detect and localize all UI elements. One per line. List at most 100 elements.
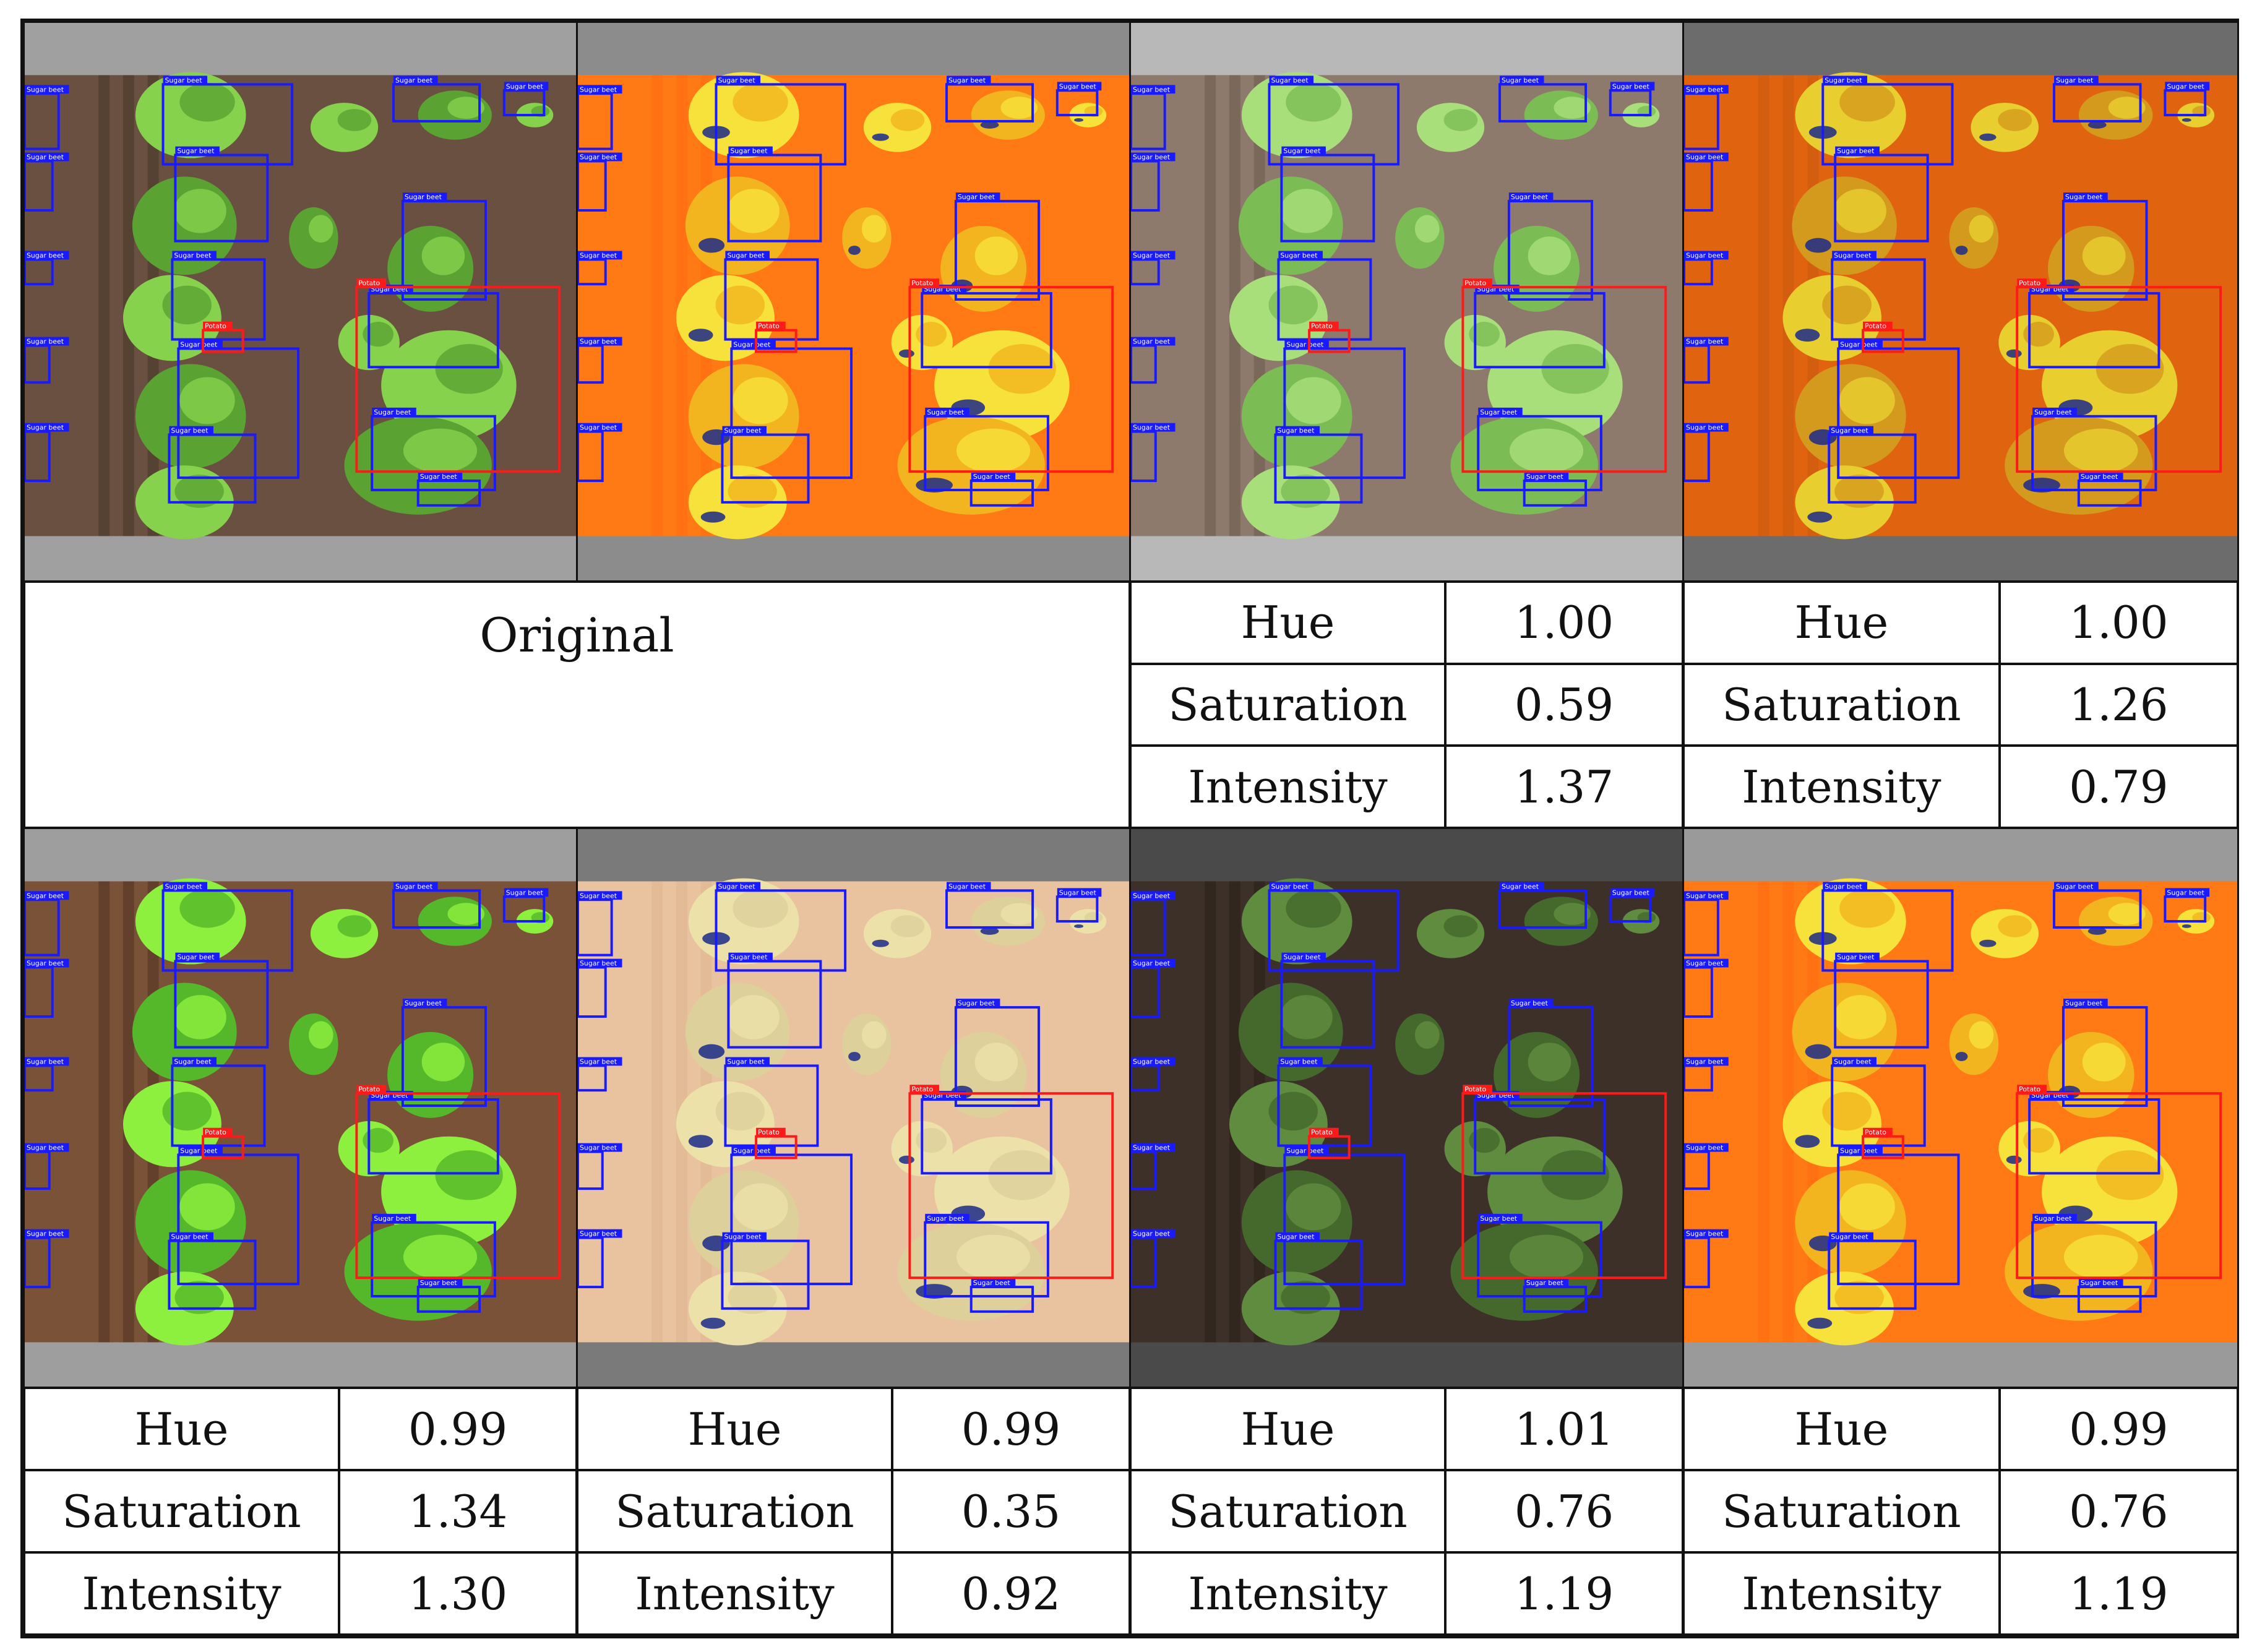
sugar-beet-label: Sugar beet	[1831, 1233, 1868, 1241]
potato-label: Potato	[1464, 1085, 1486, 1093]
sugar-beet-tag	[1269, 75, 1314, 85]
sugar-beet-box	[177, 1153, 300, 1286]
sugar-beet-box	[1280, 960, 1375, 1049]
plant-leaf	[179, 1183, 235, 1231]
sugar-beet-label: Sugar beet	[165, 882, 202, 890]
sugar-beet-label: Sugar beet	[580, 85, 617, 93]
sugar-beet-tag	[1281, 952, 1326, 962]
sugar-beet-box	[1268, 83, 1400, 166]
sugar-beet-tag	[1478, 1213, 1523, 1223]
sugar-beet-tag	[578, 1229, 622, 1238]
sugar-beet-tag	[25, 251, 69, 260]
sugar-beet-tag	[175, 952, 220, 962]
sugar-beet-label: Sugar beet	[27, 960, 64, 968]
potato-label: Potato	[205, 1129, 226, 1137]
sugar-beet-label: Sugar beet	[177, 953, 215, 962]
sugar-beet-tag	[725, 251, 770, 260]
saturation-value: 0.35	[891, 1469, 1131, 1554]
sugar-beet-label: Sugar beet	[395, 882, 433, 890]
sugar-beet-label: Sugar beet	[1133, 251, 1171, 259]
shadow-speck	[980, 927, 999, 935]
plant-leaf	[1528, 1043, 1571, 1082]
potato-label: Potato	[758, 1129, 780, 1137]
sugar-beet-tag	[418, 472, 463, 481]
plant-leaf	[916, 1128, 947, 1153]
sugar-beet-tag	[393, 882, 438, 891]
sugar-beet-box	[945, 889, 1034, 929]
sugar-beet-label: Sugar beet	[580, 251, 617, 259]
sugar-beet-tag	[578, 152, 622, 161]
sugar-beet-label: Sugar beet	[1511, 999, 1549, 1007]
plant-leaf	[2063, 1234, 2138, 1280]
sugar-beet-tag	[2063, 999, 2108, 1008]
sugar-beet-label: Sugar beet	[1511, 193, 1549, 201]
sugar-beet-box	[921, 1098, 1052, 1175]
potato-tag	[203, 321, 233, 330]
sugar-beet-tag	[725, 1057, 770, 1066]
plant-leaf	[403, 428, 478, 473]
hue-value: 1.00	[1998, 580, 2240, 665]
plant-leaf	[2023, 322, 2054, 347]
sugar-beet-tag	[2053, 75, 2099, 85]
sugar-beet-box	[1474, 292, 1606, 369]
plant-leaf	[2082, 1043, 2126, 1082]
sugar-beet-tag	[372, 407, 416, 416]
sugar-beet-tag	[2078, 1278, 2123, 1288]
sugar-beet-tag	[25, 958, 69, 968]
sugar-beet-tag	[578, 1143, 622, 1152]
sugar-beet-tag	[1508, 999, 1554, 1008]
plant-leaf	[2108, 97, 2146, 119]
plant-leaf	[1286, 1183, 1341, 1231]
plant-leaf	[1286, 888, 1341, 928]
figure-grid: Sugar beet Sugar beet Sugar beet Sugar beet…	[20, 19, 2240, 1638]
sugar-beet-box	[1131, 92, 1166, 150]
sugar-beet-box	[161, 889, 294, 972]
sugar-beet-box	[1277, 1064, 1372, 1147]
intensity-value: 1.37	[1444, 744, 1684, 829]
hue-label: Hue	[1682, 1387, 2001, 1471]
sugar-beet-label: Sugar beet	[1825, 882, 1862, 890]
sugar-beet-tag	[1131, 958, 1176, 968]
sugar-beet-label: Sugar beet	[2056, 76, 2094, 84]
sugar-beet-label: Sugar beet	[1133, 424, 1171, 432]
sugar-beet-box	[174, 960, 269, 1049]
params-table-bottom-4: Hue 0.99 Saturation 0.76 Intensity 1.19	[1682, 1387, 2240, 1636]
shadow-speck	[2006, 349, 2022, 358]
intensity-row: Intensity 1.30	[23, 1551, 578, 1636]
sugar-beet-label: Sugar beet	[171, 427, 209, 435]
panel-original-rgb: Sugar beet Sugar beet Sugar beet Sugar beet…	[23, 21, 578, 582]
plant-leaf	[2063, 428, 2138, 473]
plant-leaf	[435, 344, 503, 394]
sugar-beet-label: Sugar beet	[1502, 882, 1539, 890]
sugar-beet-label: Sugar beet	[580, 1230, 617, 1238]
plant-leaf	[1281, 1281, 1330, 1314]
sugar-beet-box	[2028, 292, 2160, 369]
plant-leaf	[2082, 236, 2126, 275]
intensity-value: 1.19	[1998, 1551, 2240, 1636]
sugar-beet-tag	[728, 146, 773, 155]
sugar-beet-label: Sugar beet	[27, 338, 64, 346]
sugar-beet-tag	[178, 1146, 223, 1155]
original-caption: Original	[479, 608, 674, 663]
soil-stripe	[1205, 75, 1216, 536]
plant-leaf	[1443, 915, 1478, 937]
sugar-beet-tag	[2053, 882, 2099, 891]
sugar-beet-label: Sugar beet	[1277, 427, 1315, 435]
potato-tag	[1463, 278, 1493, 288]
sugar-beet-box	[1131, 966, 1160, 1018]
saturation-row: Saturation 0.35	[576, 1469, 1131, 1554]
sugar-beet-box	[1609, 895, 1652, 923]
sugar-beet-box	[945, 83, 1034, 123]
sugar-beet-label: Sugar beet	[165, 76, 202, 84]
sugar-beet-label: Sugar beet	[1283, 147, 1321, 155]
intensity-row: Intensity 1.19	[1129, 1551, 1684, 1636]
sugar-beet-box	[1055, 895, 1099, 923]
sugar-beet-tag	[1684, 891, 1729, 900]
panel-original-hsi: Sugar beet Sugar beet Sugar beet Sugar beet…	[576, 21, 1131, 582]
sugar-beet-box	[1498, 889, 1588, 929]
soil-stripe	[1758, 881, 1769, 1343]
sugar-beet-tag	[504, 82, 549, 91]
sugar-beet-box	[2077, 1286, 2142, 1313]
shadow-speck	[899, 1155, 914, 1164]
sugar-beet-label: Sugar beet	[174, 251, 212, 259]
